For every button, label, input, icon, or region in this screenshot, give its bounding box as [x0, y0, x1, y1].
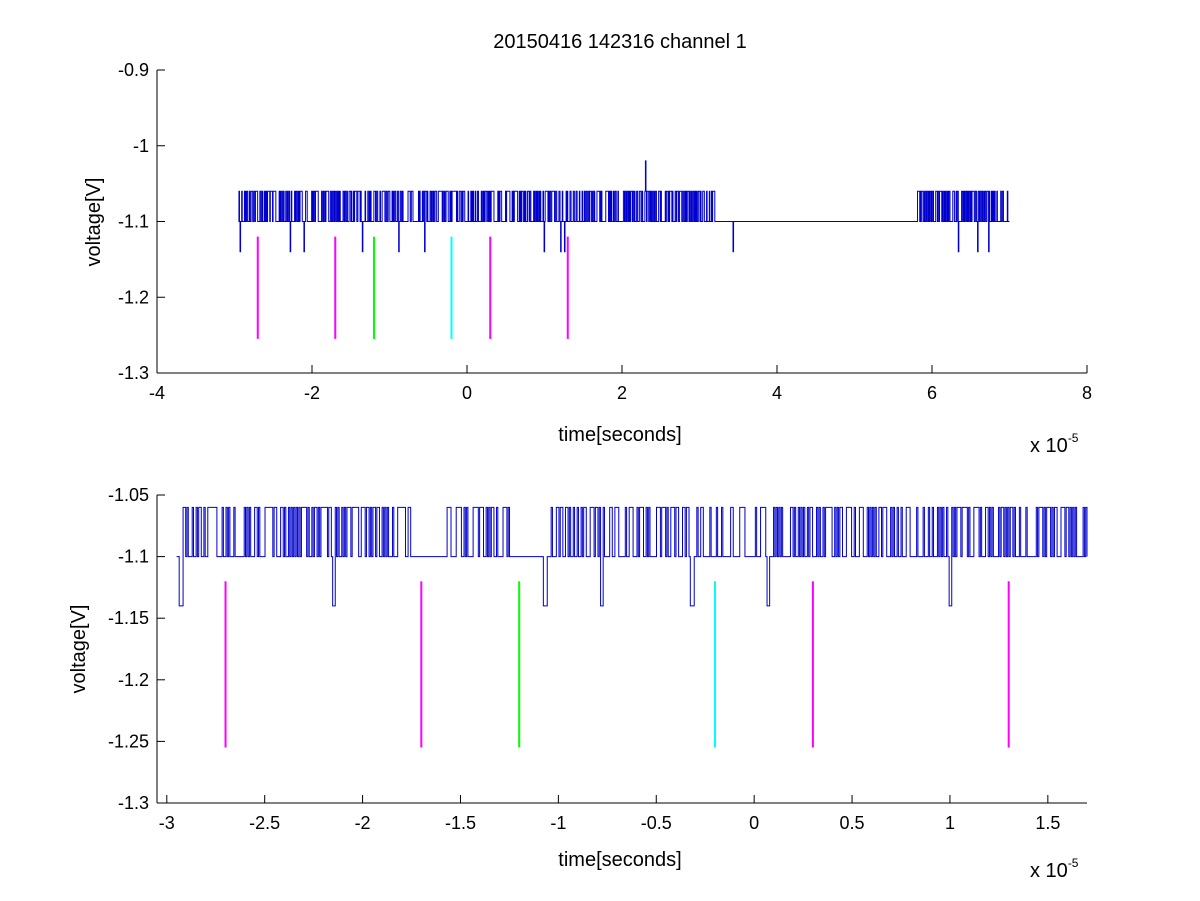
top-y-tick-label: -1.1 [118, 212, 149, 232]
bottom-y-tick-label: -1.05 [108, 485, 149, 505]
top-y-tick-label: -1 [133, 136, 149, 156]
bottom-x-tick-label: 1 [945, 813, 955, 833]
bottom-x-tick-label: -1 [550, 813, 566, 833]
bottom-voltage-trace [176, 506, 1088, 607]
top-xticks: -4 -2 0 2 4 6 8 [149, 365, 1092, 403]
bottom-x-axis-label: time[seconds] [558, 849, 681, 871]
top-x-tick-label: 2 [617, 383, 627, 403]
top-trace-group [238, 160, 1010, 253]
top-y-tick-label: -1.2 [118, 287, 149, 307]
bottom-y-tick-label: -1.25 [108, 731, 149, 751]
top-x-tick-label: 4 [772, 383, 782, 403]
top-x-scale-label: x 10-5 [1030, 431, 1079, 457]
bottom-y-tick-label: -1.1 [118, 547, 149, 567]
bottom-x-tick-label: 1.5 [1035, 813, 1060, 833]
bottom-trace-group [176, 506, 1088, 607]
bottom-xticks: -3 -2.5 -2 -1.5 -1 -0.5 0 0.5 1 1.5 [159, 795, 1060, 833]
top-x-axis-label: time[seconds] [558, 424, 681, 446]
bottom-y-tick-label: -1.3 [118, 793, 149, 813]
bottom-x-scale-label: x 10-5 [1030, 856, 1079, 882]
top-marker-group [256, 236, 569, 339]
bottom-marker-group [224, 581, 1010, 748]
bottom-x-tick-label: -2 [355, 813, 371, 833]
bottom-yticks: -1.3 -1.25 -1.2 -1.15 -1.1 -1.05 [108, 485, 165, 813]
bottom-y-tick-label: -1.15 [108, 608, 149, 628]
top-y-tick-label: -0.9 [118, 60, 149, 80]
top-voltage-trace [238, 160, 1010, 253]
top-x-tick-label: -2 [304, 383, 320, 403]
bottom-x-tick-label: -2.5 [249, 813, 280, 833]
top-y-tick-label: -1.3 [118, 363, 149, 383]
top-panel: -4 -2 0 2 4 6 8 -1.3 -1.2 -1.1 -1 -0.9 time[second… [83, 60, 1092, 457]
bottom-x-tick-label: 0.5 [840, 813, 865, 833]
top-yticks: -1.3 -1.2 -1.1 -1 -0.9 [118, 60, 165, 383]
top-x-tick-label: 6 [927, 383, 937, 403]
bottom-x-tick-label: 0 [749, 813, 759, 833]
bottom-x-tick-label: -0.5 [641, 813, 672, 833]
bottom-x-tick-label: -1.5 [445, 813, 476, 833]
bottom-x-tick-label: -3 [159, 813, 175, 833]
top-y-axis-label: voltage[V] [83, 178, 105, 267]
bottom-y-tick-label: -1.2 [118, 670, 149, 690]
top-x-tick-label: -4 [149, 383, 165, 403]
chart-title: 20150416 142316 channel 1 [493, 31, 747, 53]
bottom-panel: -3 -2.5 -2 -1.5 -1 -0.5 0 0.5 1 1.5 -1.3 -1.25 -1.2… [68, 485, 1088, 882]
top-x-tick-label: 8 [1082, 383, 1092, 403]
bottom-y-axis-label: voltage[V] [68, 605, 90, 694]
top-x-tick-label: 0 [462, 383, 472, 403]
